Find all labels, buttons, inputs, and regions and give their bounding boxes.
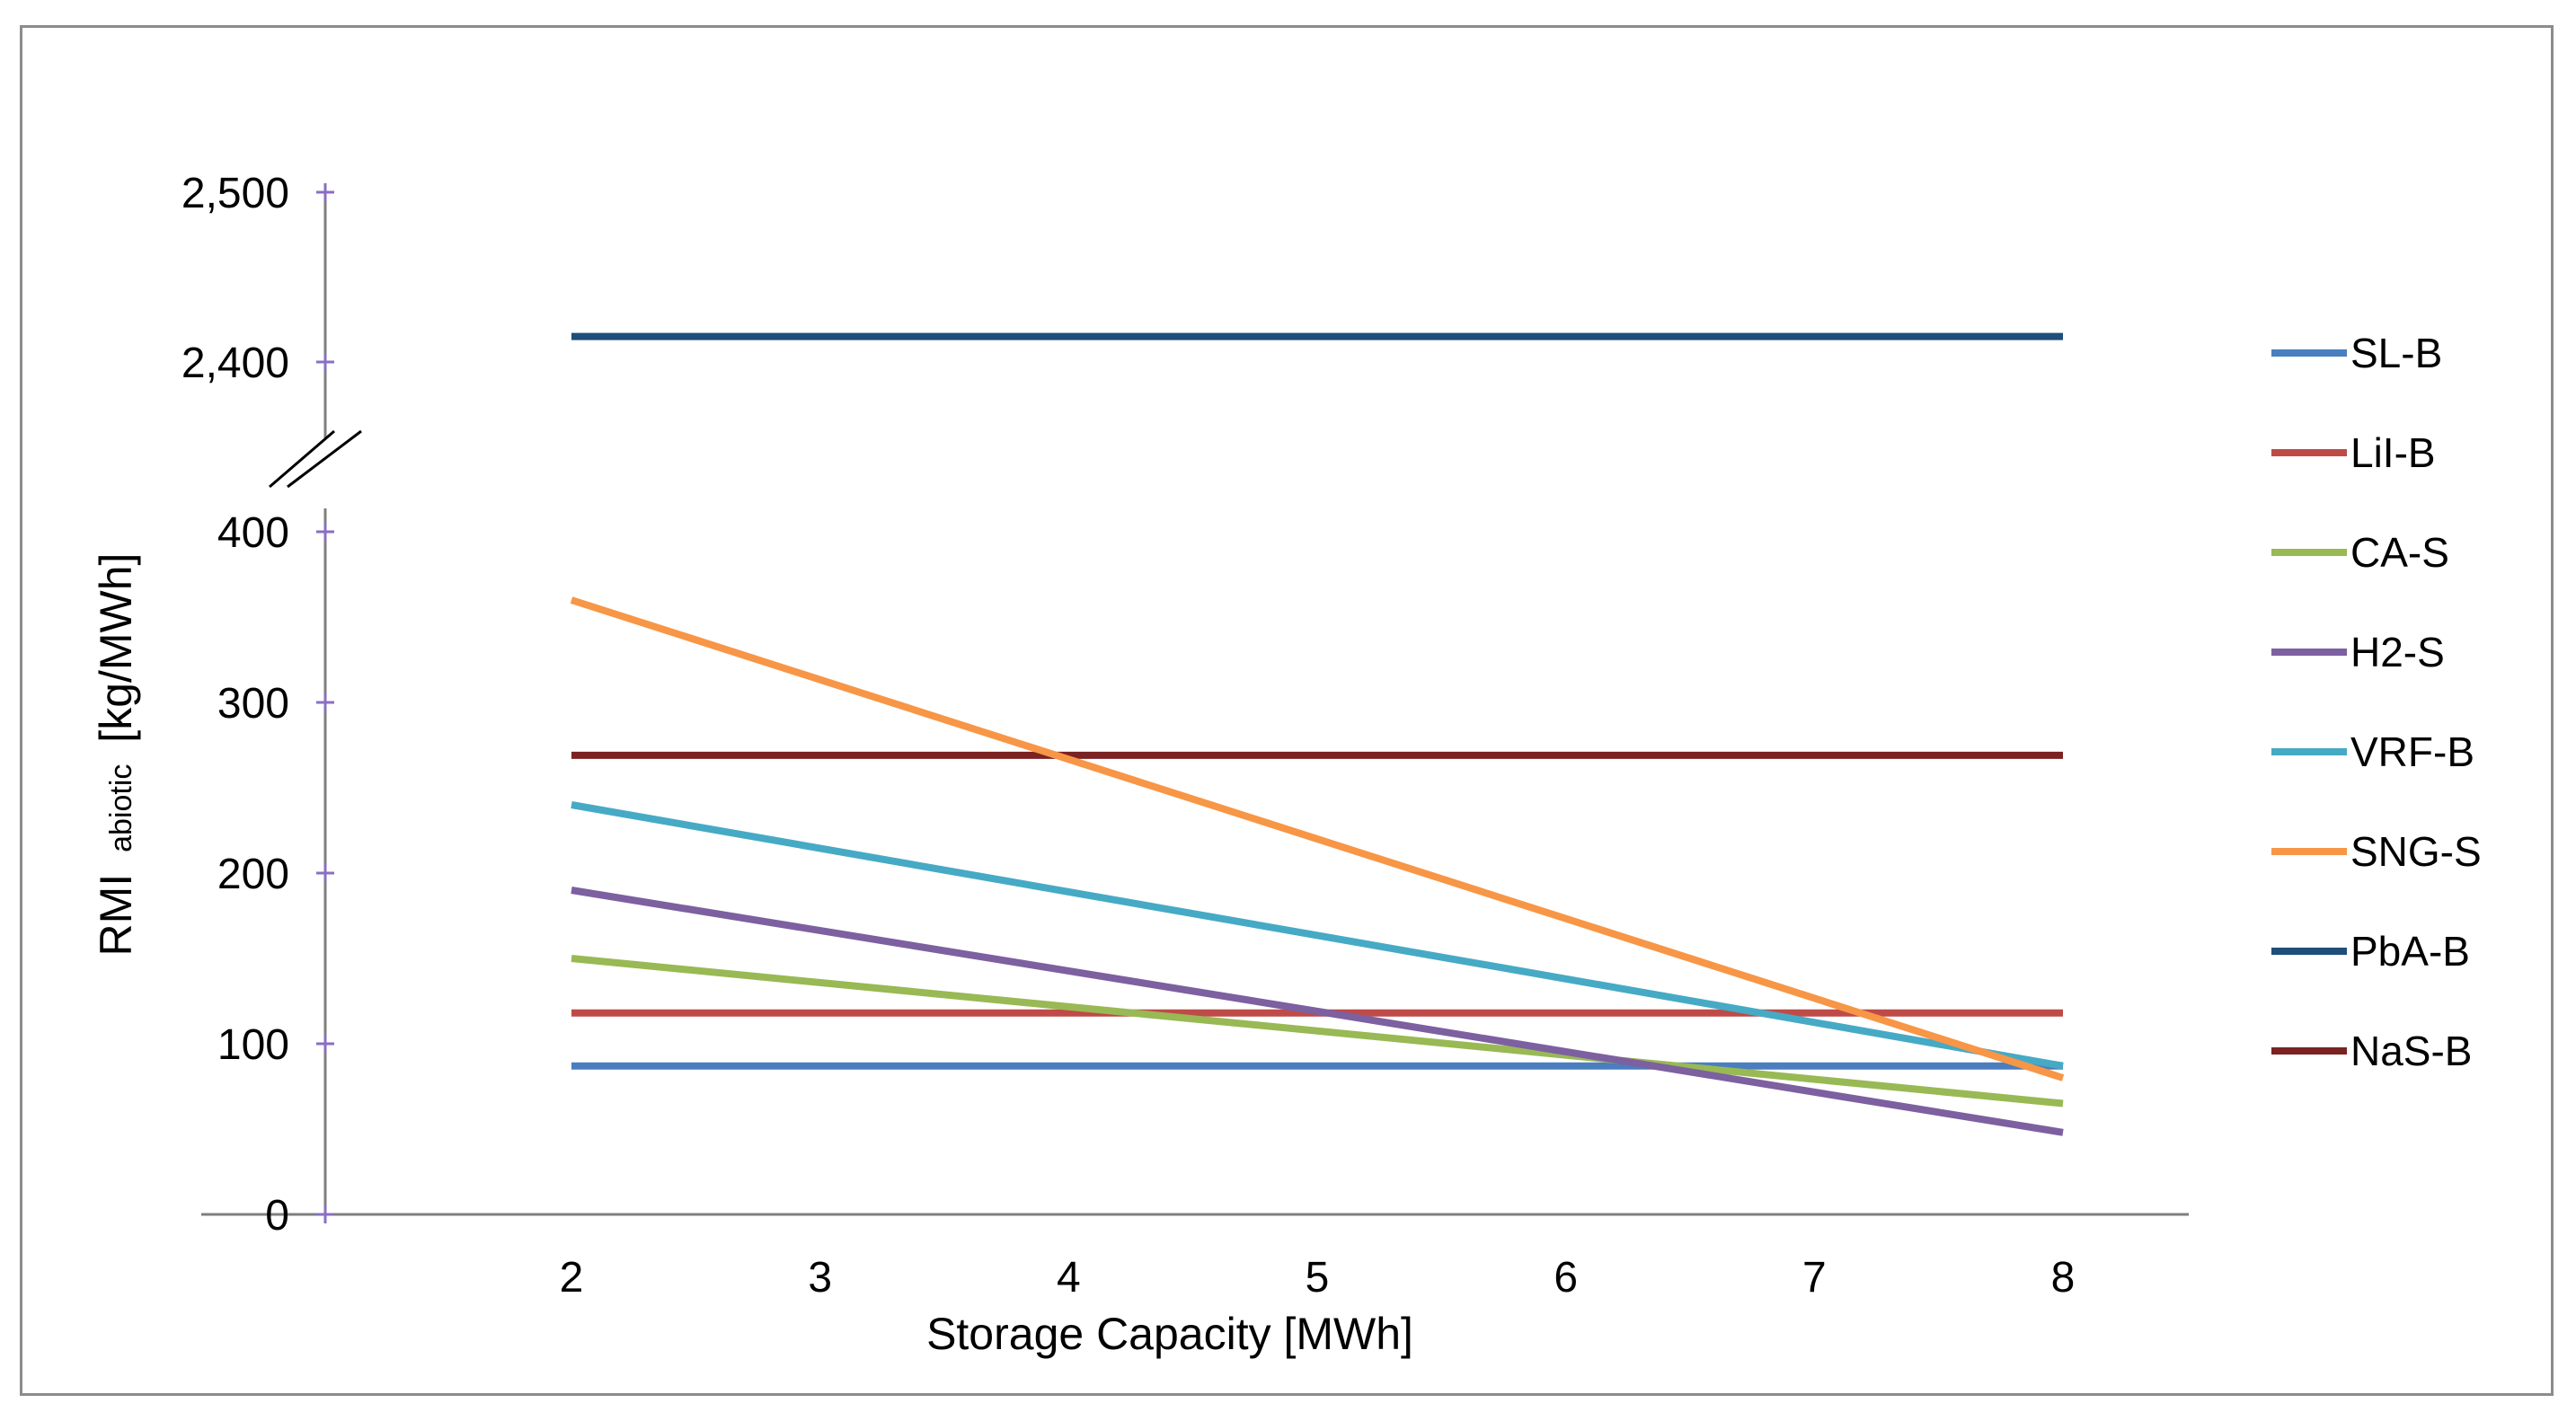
y-tick-label: 400 (217, 509, 289, 557)
series-line-sng-s (570, 596, 2065, 1081)
x-axis-title: Storage Capacity [MWh] (926, 1309, 1413, 1359)
y-axis-title-subscript: abiotic (104, 764, 138, 852)
x-tick-label: 4 (1057, 1254, 1081, 1302)
y-axis-title-main: RMI (91, 874, 141, 957)
y-axis-title: RMI abiotic [kg/MWh] (91, 553, 141, 957)
y-tick-label: 0 (265, 1192, 289, 1240)
y-tick-label: 100 (217, 1021, 289, 1069)
axis-break-mark (269, 429, 335, 489)
x-tick-label: 6 (1554, 1254, 1578, 1302)
series-line-vrf-b (571, 801, 2064, 1070)
y-tick-label: 300 (217, 680, 289, 728)
x-tick-label: 3 (808, 1254, 832, 1302)
legend-label-sl-b: SL-B (2350, 330, 2442, 376)
chart-frame (20, 25, 2554, 1396)
legend-label-ca-s: CA-S (2350, 529, 2449, 576)
x-tick-label: 2 (560, 1254, 584, 1302)
y-tick-label: 2,400 (181, 340, 289, 387)
legend-label-nas-b: NaS-B (2350, 1028, 2472, 1074)
legend-label-vrf-b: VRF-B (2350, 728, 2474, 775)
axis-break-mark (287, 429, 362, 489)
legend-label-h2-s: H2-S (2350, 629, 2445, 675)
x-tick-label: 8 (2051, 1254, 2076, 1302)
legend-label-sng-s: SNG-S (2350, 828, 2482, 875)
legend-label-lii-b: LiI-B (2350, 429, 2436, 476)
series-line-h2-s (571, 887, 2064, 1136)
y-tick-label: 2,500 (181, 170, 289, 217)
x-tick-label: 7 (1802, 1254, 1827, 1302)
x-tick-label: 5 (1306, 1254, 1330, 1302)
legend-label-pba-b: PbA-B (2350, 928, 2470, 975)
y-tick-label: 200 (217, 851, 289, 898)
y-axis-title-unit: [kg/MWh] (91, 553, 141, 743)
series-line-ca-s (571, 955, 2064, 1108)
